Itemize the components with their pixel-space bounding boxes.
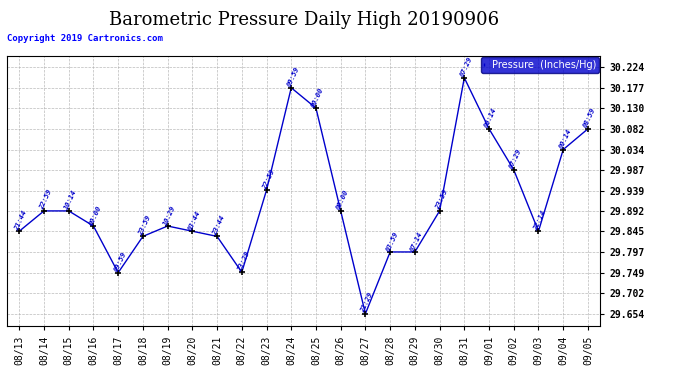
Text: 22:59: 22:59 [261,168,275,190]
Text: 03:44: 03:44 [187,209,201,231]
Legend: Pressure  (Inches/Hg): Pressure (Inches/Hg) [482,57,600,73]
Text: 00:00: 00:00 [88,204,102,226]
Text: 09:59: 09:59 [112,251,127,273]
Text: 00:14: 00:14 [484,107,498,129]
Text: 22:59: 22:59 [39,189,53,211]
Text: 00:00: 00:00 [335,189,350,211]
Text: Barometric Pressure Daily High 20190906: Barometric Pressure Daily High 20190906 [108,11,499,29]
Text: 21:29: 21:29 [360,292,375,314]
Text: 23:59: 23:59 [137,214,152,236]
Text: 23:29: 23:29 [237,251,250,272]
Text: Copyright 2019 Cartronics.com: Copyright 2019 Cartronics.com [7,34,163,43]
Text: 23:59: 23:59 [434,189,448,211]
Text: 10:14: 10:14 [63,189,78,211]
Text: 00:14: 00:14 [558,128,572,150]
Text: 03:59: 03:59 [385,230,399,252]
Text: 09:59: 09:59 [286,66,300,88]
Text: 22:14: 22:14 [533,209,547,231]
Text: 21:44: 21:44 [14,209,28,231]
Text: 10:29: 10:29 [162,204,177,226]
Text: 07:29: 07:29 [459,56,473,78]
Text: 23:44: 23:44 [212,214,226,236]
Text: 07:29: 07:29 [509,148,523,170]
Text: 07:14: 07:14 [409,230,424,252]
Text: 08:59: 08:59 [582,107,597,129]
Text: 00:00: 00:00 [310,86,325,108]
